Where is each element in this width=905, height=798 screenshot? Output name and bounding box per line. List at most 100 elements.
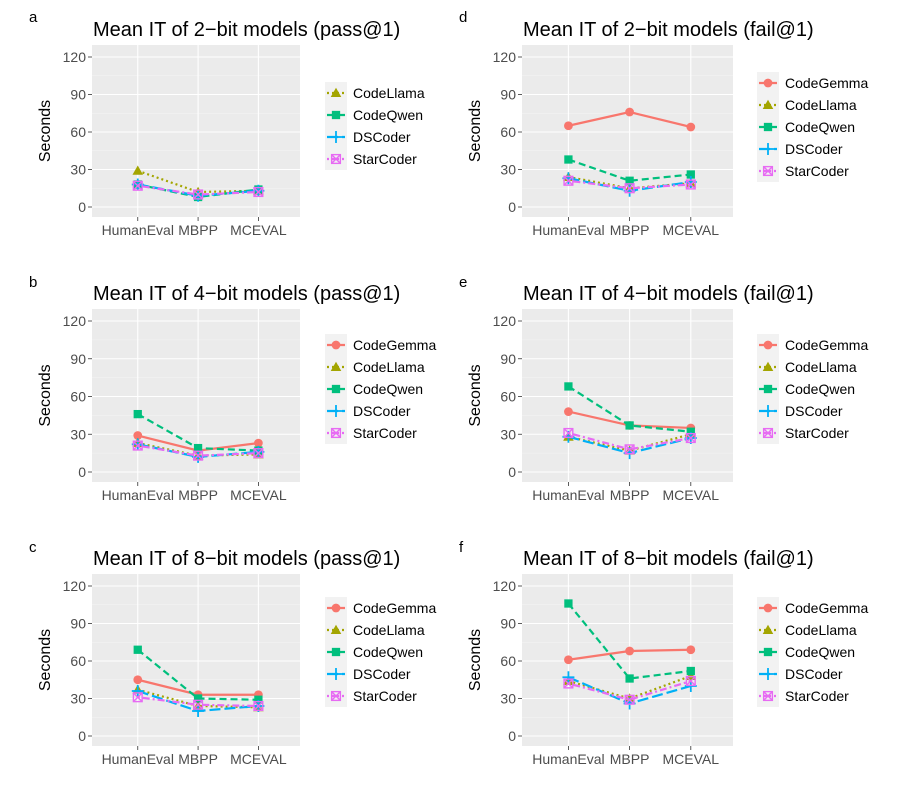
legend-label: StarCoder <box>353 425 417 441</box>
y-tick-label: 0 <box>78 464 86 480</box>
legend-key-marker <box>762 427 774 439</box>
data-point-starcoder <box>253 700 264 712</box>
y-tick-label: 30 <box>70 162 86 178</box>
panel-label-a: a <box>29 9 38 26</box>
legend-key-marker <box>331 603 341 613</box>
legend-label: CodeGemma <box>353 600 436 616</box>
data-point-starcoder <box>253 186 264 198</box>
legend-label: DSCoder <box>785 141 843 157</box>
data-point-starcoder <box>685 179 696 190</box>
y-tick-label: 90 <box>70 351 86 367</box>
y-tick-label: 120 <box>493 49 517 65</box>
y-tick-label: 0 <box>78 728 86 744</box>
legend-key-marker <box>330 668 342 680</box>
y-tick-label: 90 <box>500 87 516 103</box>
legend-key-marker <box>331 384 341 394</box>
legend-key-marker <box>763 340 773 350</box>
legend-label: DSCoder <box>353 403 411 419</box>
y-tick-label: 30 <box>70 691 86 707</box>
legend-label: CodeQwen <box>785 644 855 660</box>
legend-item-codellama: CodeLlama <box>757 356 857 378</box>
data-point-codegemma <box>133 431 143 440</box>
data-point-codegemma <box>564 407 573 416</box>
data-point-codegemma <box>625 646 634 656</box>
legend-label: CodeLlama <box>353 359 425 375</box>
data-point-dscoder <box>131 685 144 697</box>
panel-d: d Mean IT of 2−bit models (fail@1) 0 30 60 90… <box>459 9 868 238</box>
legend-item-starcoder: StarCoder <box>325 685 417 707</box>
legend-item-codeqwen: CodeQwen <box>757 378 855 400</box>
y-tick-label: 90 <box>70 616 86 632</box>
data-point-codeqwen <box>625 674 634 683</box>
panel-label-b: b <box>29 274 37 291</box>
data-point-codegemma <box>564 655 573 665</box>
legend-label: DSCoder <box>785 666 843 682</box>
x-tick-label: MCEVAL <box>230 751 287 767</box>
panel-title-f: Mean IT of 8−bit models (fail@1) <box>523 548 814 570</box>
legend-label: StarCoder <box>353 688 417 704</box>
data-point-starcoder <box>253 448 264 459</box>
data-point-codeqwen <box>193 443 203 453</box>
legend-key-marker <box>762 668 774 680</box>
legend-label: CodeLlama <box>785 97 857 113</box>
y-tick-label: 120 <box>63 313 87 329</box>
data-point-codeqwen <box>564 382 573 391</box>
legend-item-codegemma: CodeGemma <box>325 597 436 619</box>
data-point-codegemma <box>133 675 143 685</box>
legend-key-marker <box>762 405 774 417</box>
legend-item-codeqwen: CodeQwen <box>757 641 855 663</box>
panel-label-f: f <box>459 539 464 556</box>
data-point-starcoder <box>563 678 574 689</box>
x-tick-label: MCEVAL <box>663 751 720 767</box>
legend-item-codeqwen: CodeQwen <box>325 641 423 663</box>
legend-key-marker <box>330 153 342 165</box>
x-tick-label: MCEVAL <box>663 487 720 503</box>
y-tick-label: 60 <box>500 124 516 140</box>
y-tick-label: 0 <box>508 464 516 480</box>
legend-item-codellama: CodeLlama <box>325 356 425 378</box>
legend-label: DSCoder <box>785 403 843 419</box>
legend-label: CodeQwen <box>353 381 423 397</box>
legend-item-codeqwen: CodeQwen <box>757 116 855 138</box>
legend-label: CodeGemma <box>785 75 868 91</box>
legend-item-starcoder: StarCoder <box>325 422 417 444</box>
panel-title-a: Mean IT of 2−bit models (pass@1) <box>93 19 400 41</box>
legend-item-codegemma: CodeGemma <box>325 334 436 356</box>
legend-key-marker <box>762 361 774 371</box>
y-tick-label: 120 <box>493 313 517 329</box>
legend-item-starcoder: StarCoder <box>757 422 849 444</box>
y-tick-label: 60 <box>500 653 516 669</box>
legend-key-marker <box>330 87 342 97</box>
legend-item-dscoder: DSCoder <box>325 400 411 422</box>
x-tick-label: HumanEval <box>532 751 604 767</box>
legend-label: CodeLlama <box>785 359 857 375</box>
data-point-dscoder <box>192 705 205 717</box>
y-axis-label: Seconds <box>37 629 54 691</box>
data-point-codegemma <box>254 438 263 448</box>
legend-key-marker <box>763 122 773 132</box>
x-tick-label: MBPP <box>610 222 650 238</box>
legend-label: CodeGemma <box>785 600 868 616</box>
legend-key-marker <box>330 427 342 439</box>
data-point-codegemma <box>625 107 634 117</box>
y-tick-label: 0 <box>508 199 516 215</box>
y-tick-label: 60 <box>70 653 86 669</box>
plot-area-c <box>92 574 300 746</box>
data-point-starcoder <box>132 692 143 703</box>
y-tick-label: 90 <box>500 616 516 632</box>
series-line-starcoder <box>568 679 692 701</box>
panel-a: a Mean IT of 2−bit models (pass@1) 0 30 60 90… <box>29 9 425 238</box>
data-point-starcoder <box>563 175 574 186</box>
panel-label-c: c <box>29 539 37 556</box>
legend-key-marker <box>331 340 341 350</box>
data-point-codegemma <box>686 645 696 655</box>
x-tick-label: MBPP <box>178 222 218 238</box>
x-tick-label: MBPP <box>178 487 218 503</box>
legend-item-starcoder: StarCoder <box>757 160 849 182</box>
data-point-starcoder <box>685 432 696 444</box>
legend-key-marker <box>330 361 342 371</box>
panel-title-b: Mean IT of 4−bit models (pass@1) <box>93 283 400 305</box>
legend-item-codellama: CodeLlama <box>325 82 425 104</box>
data-point-starcoder <box>193 699 204 710</box>
legend-item-codegemma: CodeGemma <box>757 72 868 94</box>
